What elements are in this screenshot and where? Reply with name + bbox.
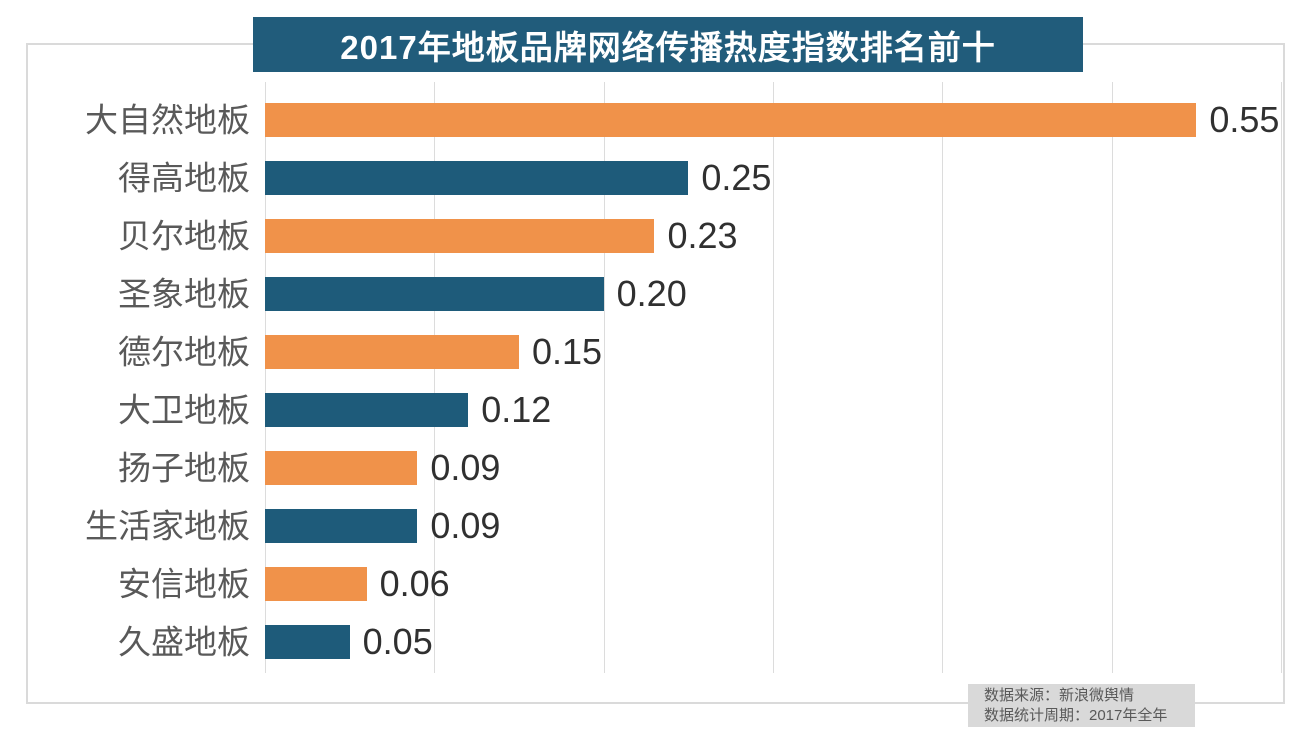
category-label: 大卫地板 [118,391,250,429]
bar-row: 久盛地板 0.05 [118,621,1281,662]
value-label: 0.15 [532,331,603,372]
bar-row: 大卫地板 0.12 [118,389,1281,430]
chart-frame [26,43,1285,704]
category-label: 扬子地板 [118,449,250,487]
bar [265,103,1197,137]
data-source-line: 数据来源：新浪微舆情 [984,687,1135,704]
value-label: 0.25 [701,157,772,198]
value-label: 0.09 [430,505,501,546]
value-label: 0.05 [362,621,433,662]
bar [265,161,689,195]
gridline [942,82,944,673]
bar [265,625,350,659]
value-label: 0.20 [616,273,687,314]
bar [265,219,655,253]
bar-row: 德尔地板 0.15 [118,331,1281,372]
bar-row: 安信地板 0.06 [118,563,1281,604]
value-label: 0.12 [481,389,552,430]
bar-row: 扬子地板 0.09 [118,447,1281,488]
gridline [603,82,605,673]
gridline [434,82,436,673]
bar [265,567,367,601]
gridline [265,82,266,673]
category-label: 圣象地板 [118,275,250,313]
category-label: 大自然地板 [85,101,250,139]
bar [265,335,519,369]
category-label: 久盛地板 [118,623,250,661]
bar [265,277,604,311]
category-label: 生活家地板 [85,507,250,545]
value-label: 0.23 [667,215,738,256]
bar-row: 大自然地板 0.55 [85,99,1281,140]
bar-row: 圣象地板 0.20 [118,273,1281,314]
gridline [1111,82,1113,673]
bar-row: 贝尔地板 0.23 [118,215,1281,256]
bar [265,451,418,485]
chart-title-banner: 2017年地板品牌网络传播热度指数排名前十 [253,17,1083,72]
bar [265,509,418,543]
category-label: 贝尔地板 [118,217,250,255]
value-label: 0.55 [1209,99,1280,140]
chart-title: 2017年地板品牌网络传播热度指数排名前十 [340,28,996,66]
bar [265,393,469,427]
bar-row: 得高地板 0.25 [118,157,1281,198]
data-period-line: 数据统计周期：2017年全年 [984,707,1168,724]
gridline [773,82,774,673]
category-label: 得高地板 [118,159,250,197]
value-label: 0.06 [379,563,450,604]
bar-row: 生活家地板 0.09 [85,505,1281,546]
category-label: 安信地板 [118,565,250,603]
plot-area: 大自然地板 0.55 得高地板 0.25 贝尔地板 0.23 圣象地板 0.20 德尔地板 0.1… [85,82,1282,673]
value-label: 0.09 [430,447,501,488]
data-source-box: 数据来源：新浪微舆情 数据统计周期：2017年全年 [968,684,1195,727]
category-label: 德尔地板 [118,333,250,371]
gridline [1281,82,1282,673]
